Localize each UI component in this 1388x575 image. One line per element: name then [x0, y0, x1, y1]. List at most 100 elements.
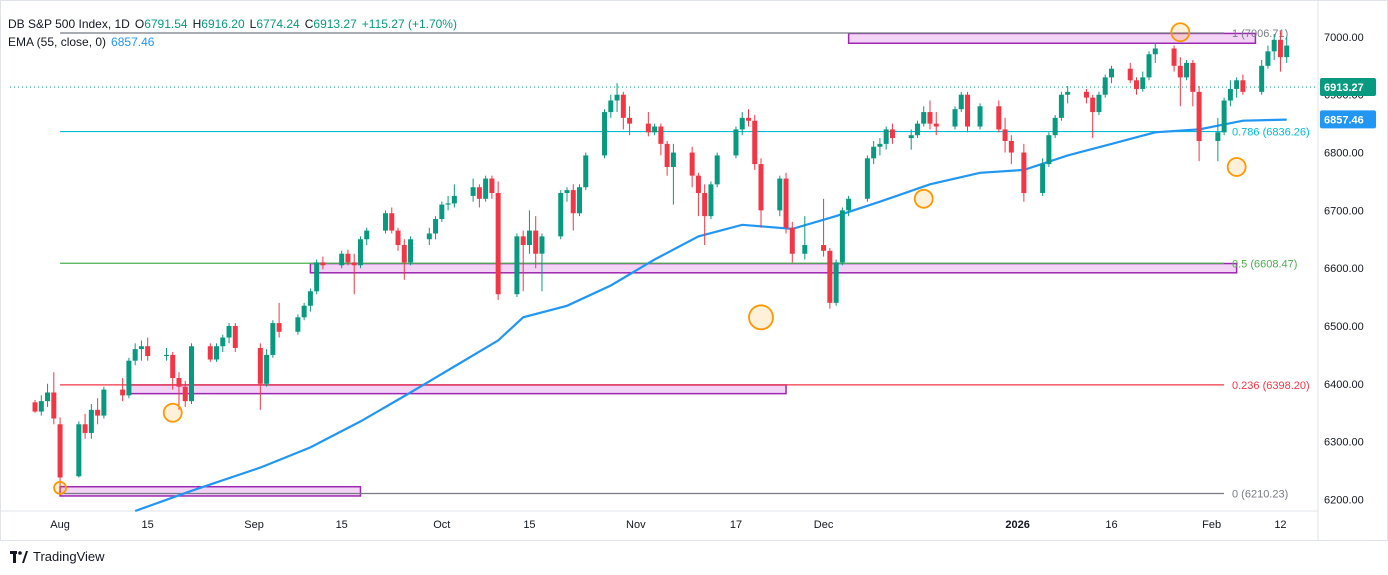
candle [833, 259, 839, 306]
candle-body [95, 409, 101, 416]
candle [1065, 86, 1071, 104]
candle-body [1090, 97, 1096, 113]
candle [1234, 77, 1240, 98]
candle-body [821, 245, 827, 251]
candle-body [1277, 39, 1283, 58]
candle [489, 175, 495, 199]
candle [1108, 65, 1114, 84]
y-tick-label: 6400.00 [1324, 379, 1364, 391]
candle [232, 323, 238, 353]
candle-body [270, 323, 276, 355]
candle [952, 106, 958, 130]
support-resistance-zone [309, 262, 1238, 274]
candle-body [226, 325, 232, 338]
candle [433, 216, 439, 240]
candle [176, 372, 182, 410]
candle [570, 184, 576, 231]
candle [889, 123, 895, 144]
candle-body [695, 175, 701, 194]
candle-body [702, 193, 708, 217]
candle-body [163, 354, 169, 357]
candle-body [364, 230, 370, 240]
candle-body [871, 146, 877, 159]
candle-body [182, 386, 188, 402]
x-tick-label: 15 [523, 519, 535, 531]
candle [1096, 91, 1102, 115]
high-label: H [192, 17, 202, 31]
brand-name: TradingView [33, 549, 105, 564]
candle [495, 181, 501, 300]
candle-body [952, 109, 958, 127]
candle-body [614, 94, 620, 101]
candle-body [389, 213, 395, 231]
symbol-title[interactable]: DB S&P 500 Index, 1D [8, 17, 130, 31]
candle-body [357, 239, 363, 266]
candle-body [138, 346, 144, 350]
x-tick-label: Dec [814, 519, 834, 531]
candle-body [864, 158, 870, 199]
candle-body [1083, 91, 1089, 98]
candle-body [1021, 152, 1027, 194]
candle [564, 187, 570, 202]
x-tick-label: 12 [1274, 519, 1286, 531]
support-resistance-zone [59, 485, 362, 497]
tradingview-brand[interactable]: TradingView [10, 549, 105, 564]
candle-body [608, 100, 614, 113]
candle [1127, 62, 1133, 84]
x-tick-label: Feb [1202, 519, 1221, 531]
candle [88, 404, 94, 439]
candle [439, 201, 445, 222]
tradingview-logo-icon [10, 550, 28, 563]
candle [614, 83, 620, 113]
candle-body [88, 409, 94, 433]
candle [314, 259, 320, 295]
candle [914, 120, 920, 139]
candle [689, 146, 695, 188]
candle [1277, 31, 1283, 72]
candle [383, 210, 389, 234]
candle [877, 138, 883, 156]
candle [145, 337, 151, 361]
candle-body [1046, 135, 1052, 165]
candle-body [1177, 65, 1183, 78]
candle [1008, 135, 1014, 165]
candle-body [533, 230, 539, 254]
candle [1196, 86, 1202, 162]
candle-body [658, 126, 664, 144]
candle-body [176, 378, 182, 387]
candle-body [933, 123, 939, 127]
candle [138, 340, 144, 361]
ema-value: 6857.46 [111, 35, 155, 49]
candle-body [32, 402, 38, 412]
x-tick-label: 16 [1105, 519, 1117, 531]
candle [752, 114, 758, 170]
candle-body [1096, 94, 1102, 113]
candle [1083, 88, 1089, 104]
highlight-circle [1170, 22, 1191, 43]
candle [1090, 94, 1096, 139]
ema-line [134, 118, 1287, 513]
close-label: C [304, 17, 314, 31]
candle-body [583, 155, 589, 188]
candle [483, 175, 489, 202]
candle [602, 109, 608, 159]
candle-body [207, 346, 213, 360]
candle [120, 378, 126, 402]
candle [1140, 71, 1146, 92]
candle [996, 100, 1002, 133]
candle-body [314, 262, 320, 292]
candle [745, 109, 751, 127]
candle [1040, 158, 1046, 196]
candle [1215, 117, 1221, 162]
candle [445, 195, 451, 211]
highlight-circle [913, 188, 934, 209]
candle [645, 112, 651, 137]
candle-body [1215, 132, 1221, 141]
ema-legend[interactable]: EMA (55, close, 0) 6857.46 [8, 34, 159, 50]
candle [583, 152, 589, 191]
low-label: L [249, 17, 257, 31]
candle [714, 152, 720, 188]
candle-body [739, 117, 745, 130]
